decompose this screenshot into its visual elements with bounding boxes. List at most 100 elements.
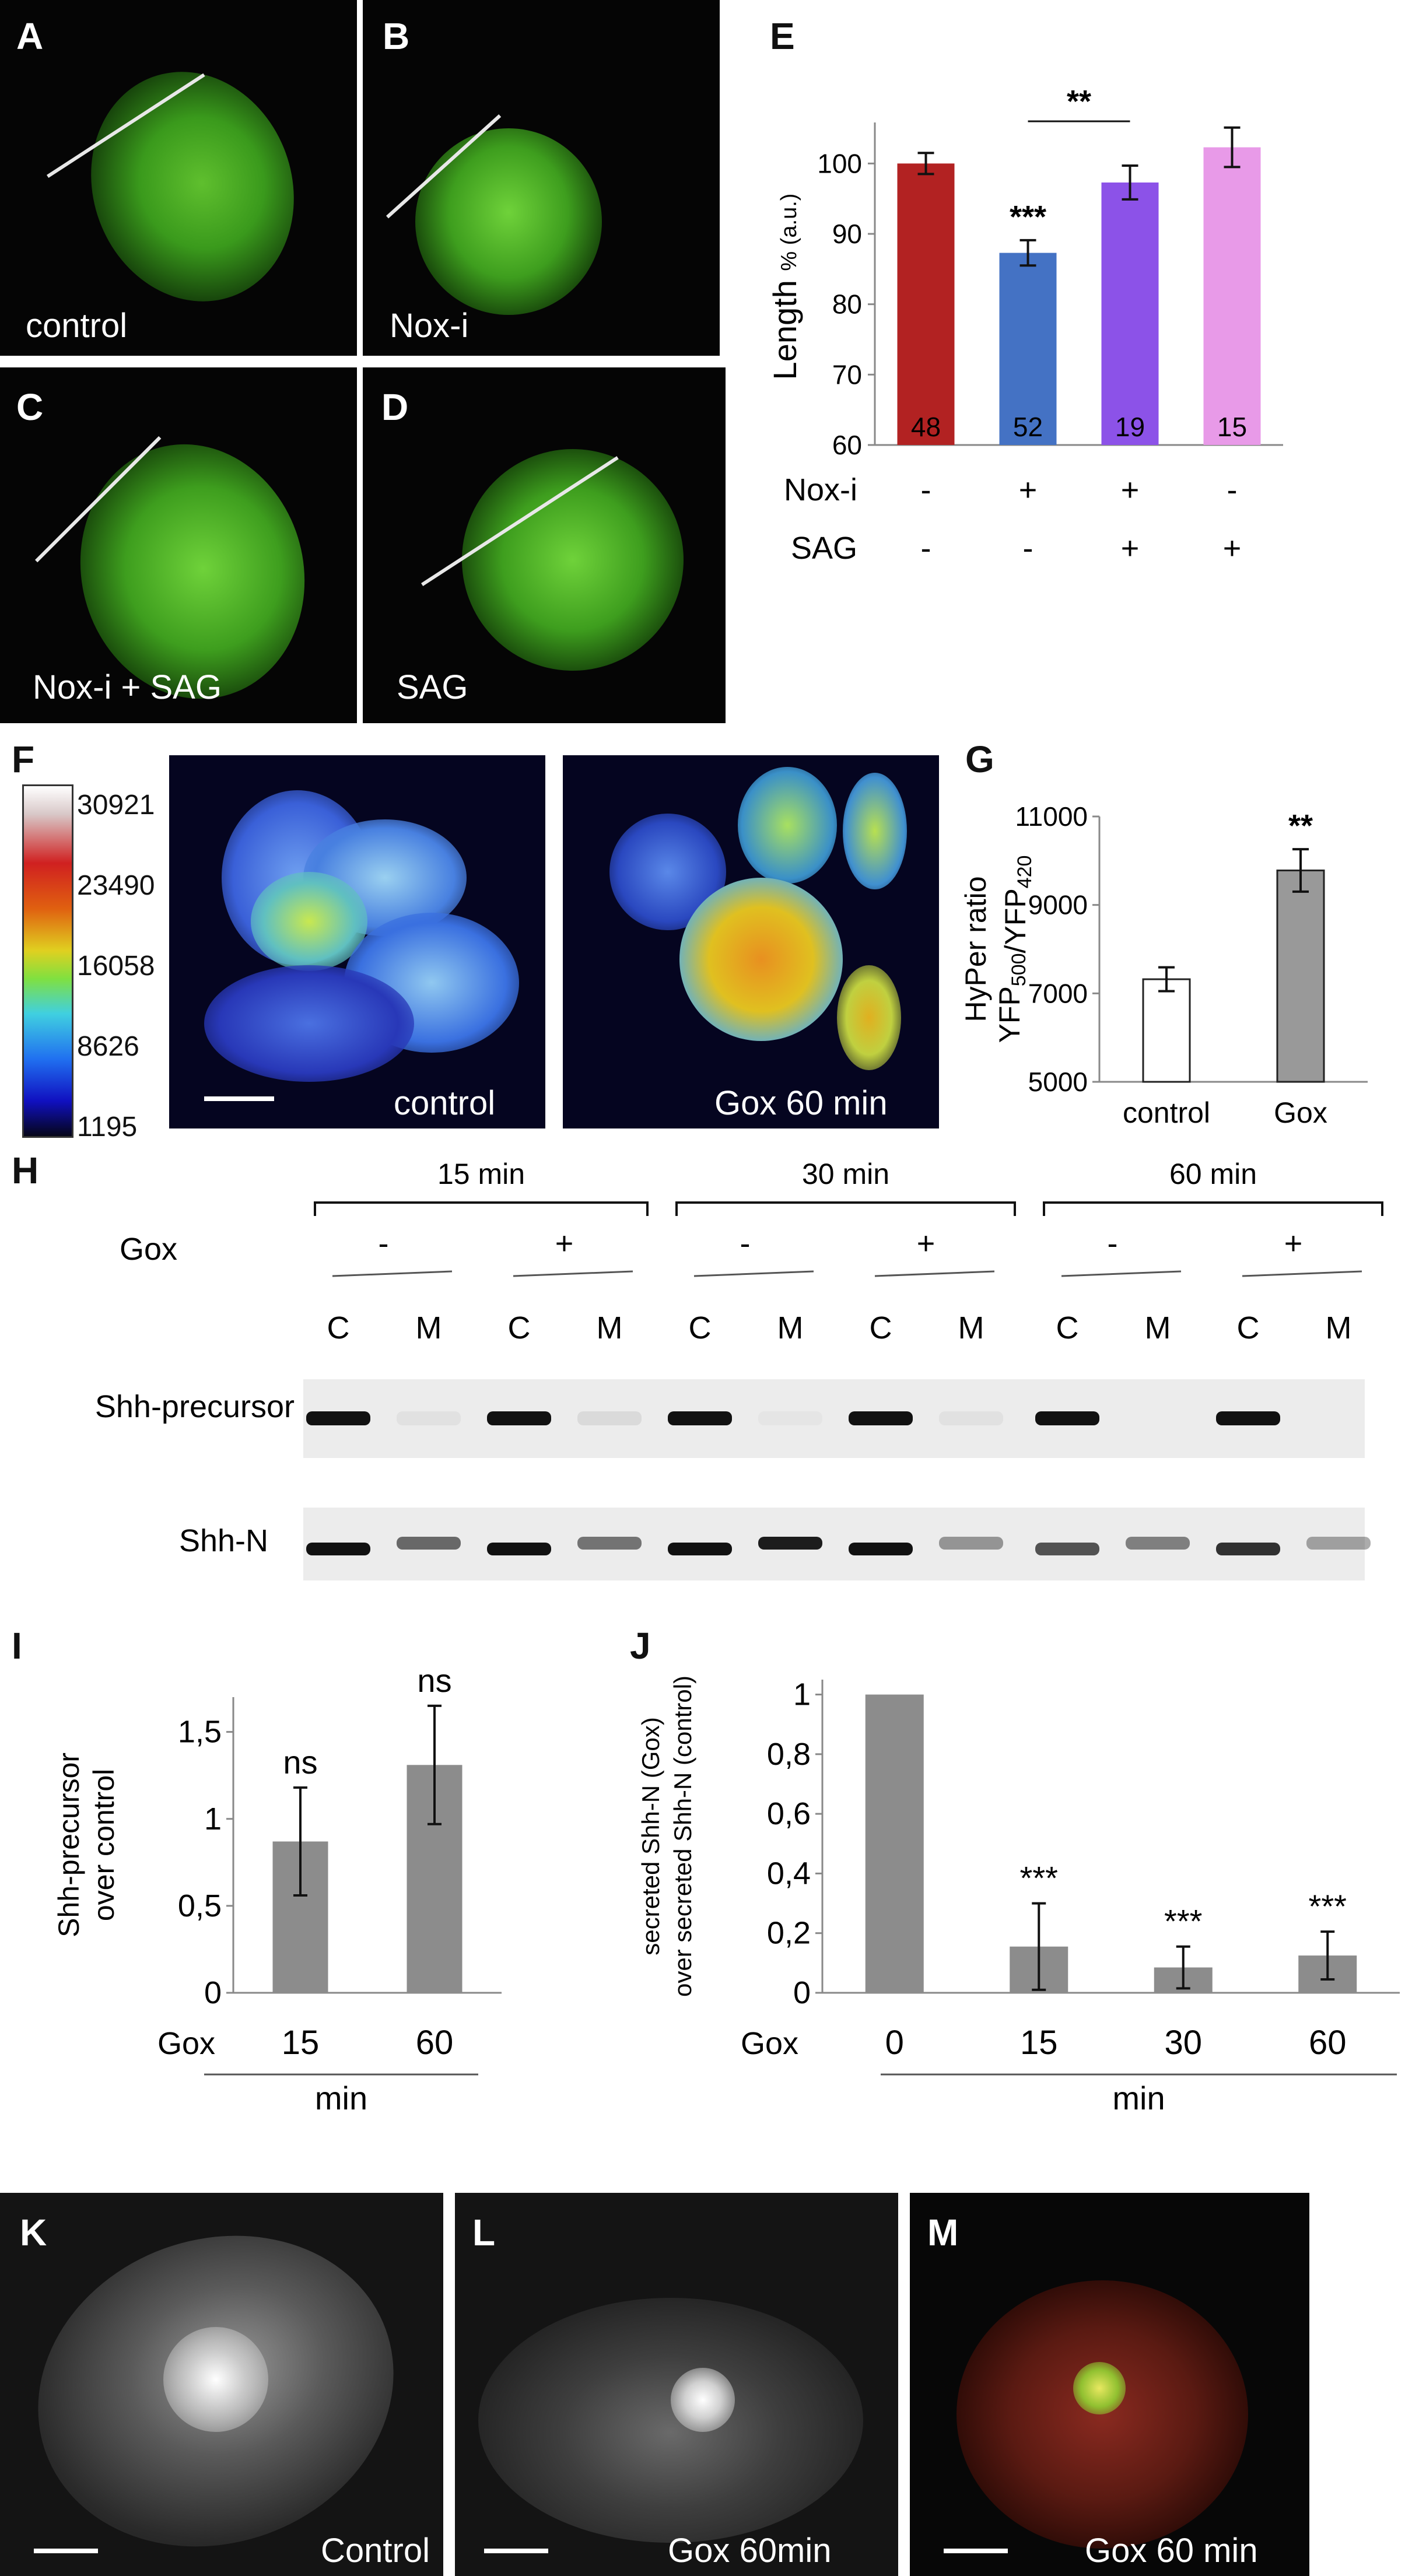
bar: [1203, 147, 1261, 445]
band: [1216, 1411, 1280, 1425]
panel-f-gox-image: Gox 60 min: [563, 755, 939, 1128]
color-scale-tick-label: 30921: [77, 790, 155, 821]
chart-g: 5000 7000 9000 11000 HyPer ratio YFP500/YFP42…: [959, 801, 1368, 1129]
cell: [843, 773, 907, 889]
band: [306, 1543, 370, 1555]
y-tick-label: 0: [204, 1975, 222, 2010]
x-tick-label: 60: [416, 2024, 454, 2062]
y-tick-label: 1: [204, 1802, 222, 1837]
panel-label-h: H: [12, 1149, 39, 1191]
y-tick-label: 80: [832, 289, 862, 320]
band: [849, 1411, 913, 1425]
lane-label: M: [597, 1310, 623, 1345]
y-tick-label: 1: [793, 1677, 811, 1712]
significance-mark: ***: [1164, 1903, 1202, 1940]
cell: [204, 965, 414, 1082]
y-axis-label: over control: [87, 1769, 120, 1921]
y-axis-label: Length % (a.u.): [766, 194, 803, 380]
band: [577, 1411, 642, 1425]
chart-j: 0 0,2 0,4 0,6 0,8 1 secreted Shh-N (Gox) over s…: [637, 1676, 1400, 2116]
row-sign: +: [1121, 531, 1140, 566]
gox-sign: -: [379, 1226, 389, 1261]
band: [668, 1411, 732, 1425]
row-label-shhn: Shh-N: [179, 1523, 268, 1558]
cell: [738, 767, 837, 884]
treatment-line: [1242, 1270, 1362, 1277]
cochlea-tissue: [415, 128, 602, 315]
panel-label-m: M: [927, 2211, 959, 2253]
scale-bar: [944, 2549, 1008, 2553]
caption-f-right: Gox 60 min: [714, 1084, 888, 1122]
y-tick-label: 0,6: [767, 1796, 811, 1831]
lane-label: C: [689, 1310, 712, 1345]
bar: [865, 1694, 924, 1993]
band: [1216, 1543, 1280, 1555]
band: [487, 1411, 551, 1425]
scale-bar: [204, 1096, 274, 1101]
n-label: 52: [1013, 412, 1043, 442]
color-scale-tick-label: 1195: [77, 1112, 138, 1142]
n-label: 19: [1115, 412, 1145, 442]
panel-f-control-image: control: [169, 755, 545, 1128]
cochlea-tissue: [437, 424, 709, 696]
lane-label: M: [958, 1310, 984, 1345]
panel-label-f: F: [12, 738, 35, 780]
x-tick-label: 30: [1164, 2024, 1202, 2062]
color-scale-tick-label: 16058: [77, 951, 155, 982]
scale-bar: [484, 2549, 548, 2553]
scale-bar: [34, 2549, 98, 2553]
band: [1126, 1537, 1190, 1550]
y-axis-label: Shh-precursor: [52, 1753, 85, 1937]
time-group-bracket: [675, 1201, 1016, 1216]
color-scale-tick-label: 8626: [77, 1031, 139, 1062]
western-blot-h: 15 min 30 min 60 min Gox - + - + - + C M C M C M C M C M C M S…: [95, 1161, 1383, 1580]
lane-label: C: [1056, 1310, 1079, 1345]
x-tick-label: 15: [1020, 2024, 1058, 2062]
cell: [837, 965, 901, 1070]
band: [758, 1411, 822, 1425]
cochlea-tissue: [59, 43, 326, 331]
gox-sign: +: [917, 1226, 936, 1261]
panel-label-e: E: [770, 15, 795, 57]
row-label-precursor: Shh-precursor: [95, 1389, 295, 1424]
color-scale-bar: [22, 784, 73, 1138]
row-label: Gox: [741, 2026, 798, 2061]
x-tick-label: 60: [1309, 2024, 1347, 2062]
panel-label-c: C: [16, 386, 44, 428]
significance-mark: ***: [1309, 1888, 1347, 1925]
cell: [478, 2298, 863, 2543]
time-group-bracket: [314, 1201, 649, 1216]
y-axis-label-ratio: YFP500/YFP420: [993, 856, 1036, 1043]
x-axis-label: min: [1112, 2080, 1165, 2116]
treatment-line: [332, 1270, 453, 1277]
lane-label: M: [1145, 1310, 1171, 1345]
y-tick-label: 0,8: [767, 1737, 811, 1772]
cell: [956, 2280, 1248, 2549]
lane-label: M: [777, 1310, 804, 1345]
panel-label-a: A: [16, 15, 44, 57]
caption-k: Control: [321, 2532, 430, 2570]
y-tick-label: 5000: [1028, 1067, 1088, 1097]
time-group-label: 60 min: [1169, 1161, 1257, 1190]
row-label: Gox: [157, 2026, 215, 2061]
band: [1035, 1543, 1099, 1555]
band: [397, 1537, 461, 1550]
lane-label: C: [327, 1310, 350, 1345]
golgi-signal: [671, 2368, 735, 2432]
x-tick-label: Gox: [1274, 1096, 1327, 1129]
y-axis-label: over secreted Shh-N (control): [669, 1676, 696, 1997]
bar: [1276, 870, 1325, 1083]
band: [306, 1411, 370, 1425]
nucleus-signal: [1073, 2362, 1126, 2414]
blot-strip: [303, 1379, 1365, 1458]
gox-sign: -: [740, 1226, 751, 1261]
caption-d: SAG: [397, 668, 468, 706]
y-tick-label: 0: [793, 1975, 811, 2010]
row-sign: +: [1121, 472, 1140, 507]
y-tick-label: 11000: [1015, 801, 1088, 832]
significance-mark: ns: [283, 1744, 317, 1781]
caption-l: Gox 60min: [668, 2532, 832, 2570]
panel-label-d: D: [381, 386, 409, 428]
panel-l-image: L Gox 60min: [455, 2193, 898, 2576]
